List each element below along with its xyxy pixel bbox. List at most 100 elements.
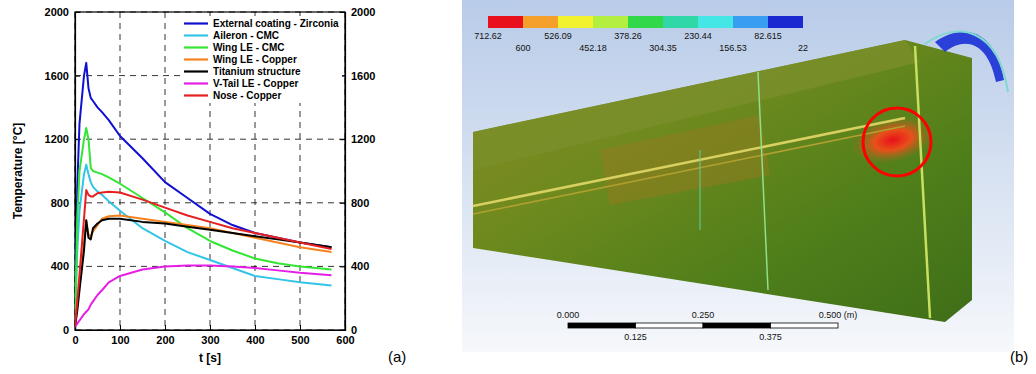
legend-swatch [184, 94, 208, 96]
rib-line [915, 46, 930, 318]
tick-label: 1200 [45, 133, 69, 145]
legend-label: Nose - Copper [213, 90, 281, 101]
tick-label: 400 [246, 334, 264, 346]
colorbar-label: 82.615 [754, 31, 782, 41]
colorbar: 712.62600526.09452.18378.26304.35230.441… [474, 16, 808, 53]
colorbar-box [593, 16, 628, 28]
colorbar-label: 304.35 [649, 43, 677, 53]
colorbar-box [768, 16, 803, 28]
grid-line [120, 12, 121, 330]
series-line [75, 190, 332, 327]
tick-mark [300, 325, 301, 330]
legend-swatch [184, 70, 208, 72]
tick-label: 500 [291, 334, 309, 346]
scale-bar-segment [771, 323, 839, 328]
scale-bar-label: 0.250 [692, 310, 715, 320]
tick-mark [120, 325, 121, 330]
tick: 300 [201, 325, 219, 346]
tick-label: 0 [72, 334, 78, 346]
tick-mark [255, 325, 256, 330]
panel-label: (a) [388, 348, 406, 365]
series-line [75, 219, 332, 327]
tick: 100 [111, 325, 129, 346]
colorbar-box [733, 16, 768, 28]
tick-label: 400 [351, 260, 369, 272]
rib-line [758, 72, 768, 290]
series-line [75, 128, 332, 327]
legend-entry: Wing LE - CMC [184, 42, 285, 53]
wing-surface [473, 40, 972, 322]
legend-label: V-Tail LE - Copper [213, 78, 298, 89]
highlight-circle [863, 108, 931, 176]
panel-label: (b) [1010, 348, 1028, 365]
legend-label: Aileron - CMC [213, 30, 279, 41]
tick-label: 0 [63, 324, 69, 336]
scale-bar: 0.000 0.125 0.250 0.375 0.500 (m) [557, 310, 858, 342]
legend-label: Wing LE - CMC [213, 42, 285, 53]
legend-entry: External coating - Zirconia [184, 18, 339, 29]
scale-bar-label: 0.500 (m) [819, 310, 858, 320]
colorbar-label: 600 [515, 43, 530, 53]
tick-label: 300 [201, 334, 219, 346]
colorbar-label: 712.62 [474, 31, 502, 41]
legend-swatch [184, 58, 208, 60]
tick-mark [75, 76, 80, 77]
x-axis-title: t [s] [199, 351, 221, 365]
colorbar-box [698, 16, 733, 28]
tick-label: 1200 [351, 133, 375, 145]
tick: 200 [156, 325, 174, 346]
legend-swatch [184, 82, 208, 84]
legend-entry: Aileron - CMC [184, 30, 279, 41]
colorbar-label: 156.53 [719, 43, 747, 53]
series-line [75, 165, 332, 327]
grid [75, 12, 345, 330]
scale-bar-label: 0.375 [759, 332, 782, 342]
wing-warm-band [600, 115, 770, 205]
legend-label: Wing LE - Copper [213, 54, 297, 65]
colorbar-box [523, 16, 558, 28]
series-line [75, 266, 332, 327]
legend-swatch [184, 22, 208, 24]
tick-mark [340, 203, 345, 204]
colorbar-box [488, 16, 523, 28]
tick-label: 1600 [45, 70, 69, 82]
spar-line [473, 126, 905, 214]
tick-label: 400 [51, 260, 69, 272]
render-background [462, 0, 1014, 352]
tick-label: 1600 [351, 70, 375, 82]
colorbar-label: 526.09 [544, 31, 572, 41]
colorbar-label: 452.18 [579, 43, 607, 53]
colorbar-box [663, 16, 698, 28]
grid-line [75, 202, 345, 203]
scale-bar-label: 0.125 [624, 332, 647, 342]
legend-swatch [184, 34, 208, 36]
legend-entry: Titanium structure [184, 66, 301, 77]
legend-swatch [184, 46, 208, 48]
tick-label: 0 [351, 324, 357, 336]
tick-mark [340, 266, 345, 267]
tick: 400 [246, 325, 264, 346]
scale-bar-label: 0.000 [557, 310, 580, 320]
spar-line [473, 118, 905, 206]
plot-frame [75, 12, 345, 330]
y-axis-title: Temperature [°C] [11, 123, 25, 220]
rib-line [700, 150, 701, 230]
figure: 0 100 200 300 400 500 600 0 400 800 1200 1600 2000 0 4… [0, 0, 1036, 374]
scale-bar-segment [636, 323, 704, 328]
tick-label: 800 [351, 197, 369, 209]
tick-label: 100 [111, 334, 129, 346]
colorbar-box [558, 16, 593, 28]
tick-mark [165, 325, 166, 330]
legend-entry: V-Tail LE - Copper [184, 78, 298, 89]
tick-label: 2000 [351, 6, 375, 18]
tick-label: 2000 [45, 6, 69, 18]
colorbar-label: 230.44 [684, 31, 712, 41]
legend-background [181, 16, 342, 103]
leading-edge-rim [925, 32, 1008, 92]
scale-bar-segment [568, 323, 636, 328]
tick-label: 200 [156, 334, 174, 346]
legend: External coating - ZirconiaAileron - CMC… [181, 16, 342, 103]
legend-entry: Nose - Copper [184, 90, 281, 101]
chart-panel: 0100200300400500600040080012001600200004… [11, 6, 375, 365]
colorbar-label: 22 [798, 43, 808, 53]
